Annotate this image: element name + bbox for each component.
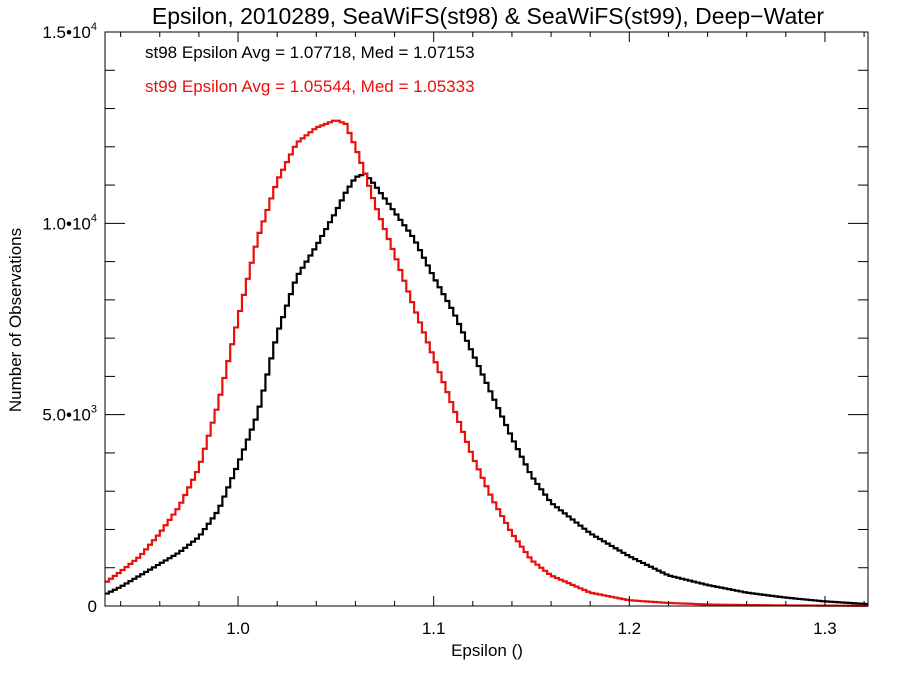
series-layer [105,119,868,607]
y-tick-label: 1.0•104 [42,212,97,233]
plot-frame [104,31,869,607]
y-tick-label: 1.5•104 [42,21,97,42]
x-tick-label: 1.3 [813,619,837,638]
x-tick-label: 1.2 [617,619,641,638]
chart-title: Epsilon, 2010289, SeaWiFS(st98) & SeaWiF… [152,3,825,29]
x-tick-label: 1.1 [422,619,446,638]
st98-histogram-line [105,172,868,606]
y-axis-label: Number of Observations [6,228,25,412]
y-tick-label: 0 [88,597,97,616]
y-tick-label: 5.0•103 [42,404,97,425]
x-tick-label: 1.0 [226,619,250,638]
annotation-st98: st98 Epsilon Avg = 1.07718, Med = 1.0715… [145,43,475,62]
annotation-st99: st99 Epsilon Avg = 1.05544, Med = 1.0533… [145,77,475,96]
x-axis-label: Epsilon () [451,641,523,660]
ticks-layer: 1.0 1.1 1.2 1.3 0 5.0•103 1.0•104 1.5•104 [42,21,868,638]
st99-histogram-line [105,119,868,607]
